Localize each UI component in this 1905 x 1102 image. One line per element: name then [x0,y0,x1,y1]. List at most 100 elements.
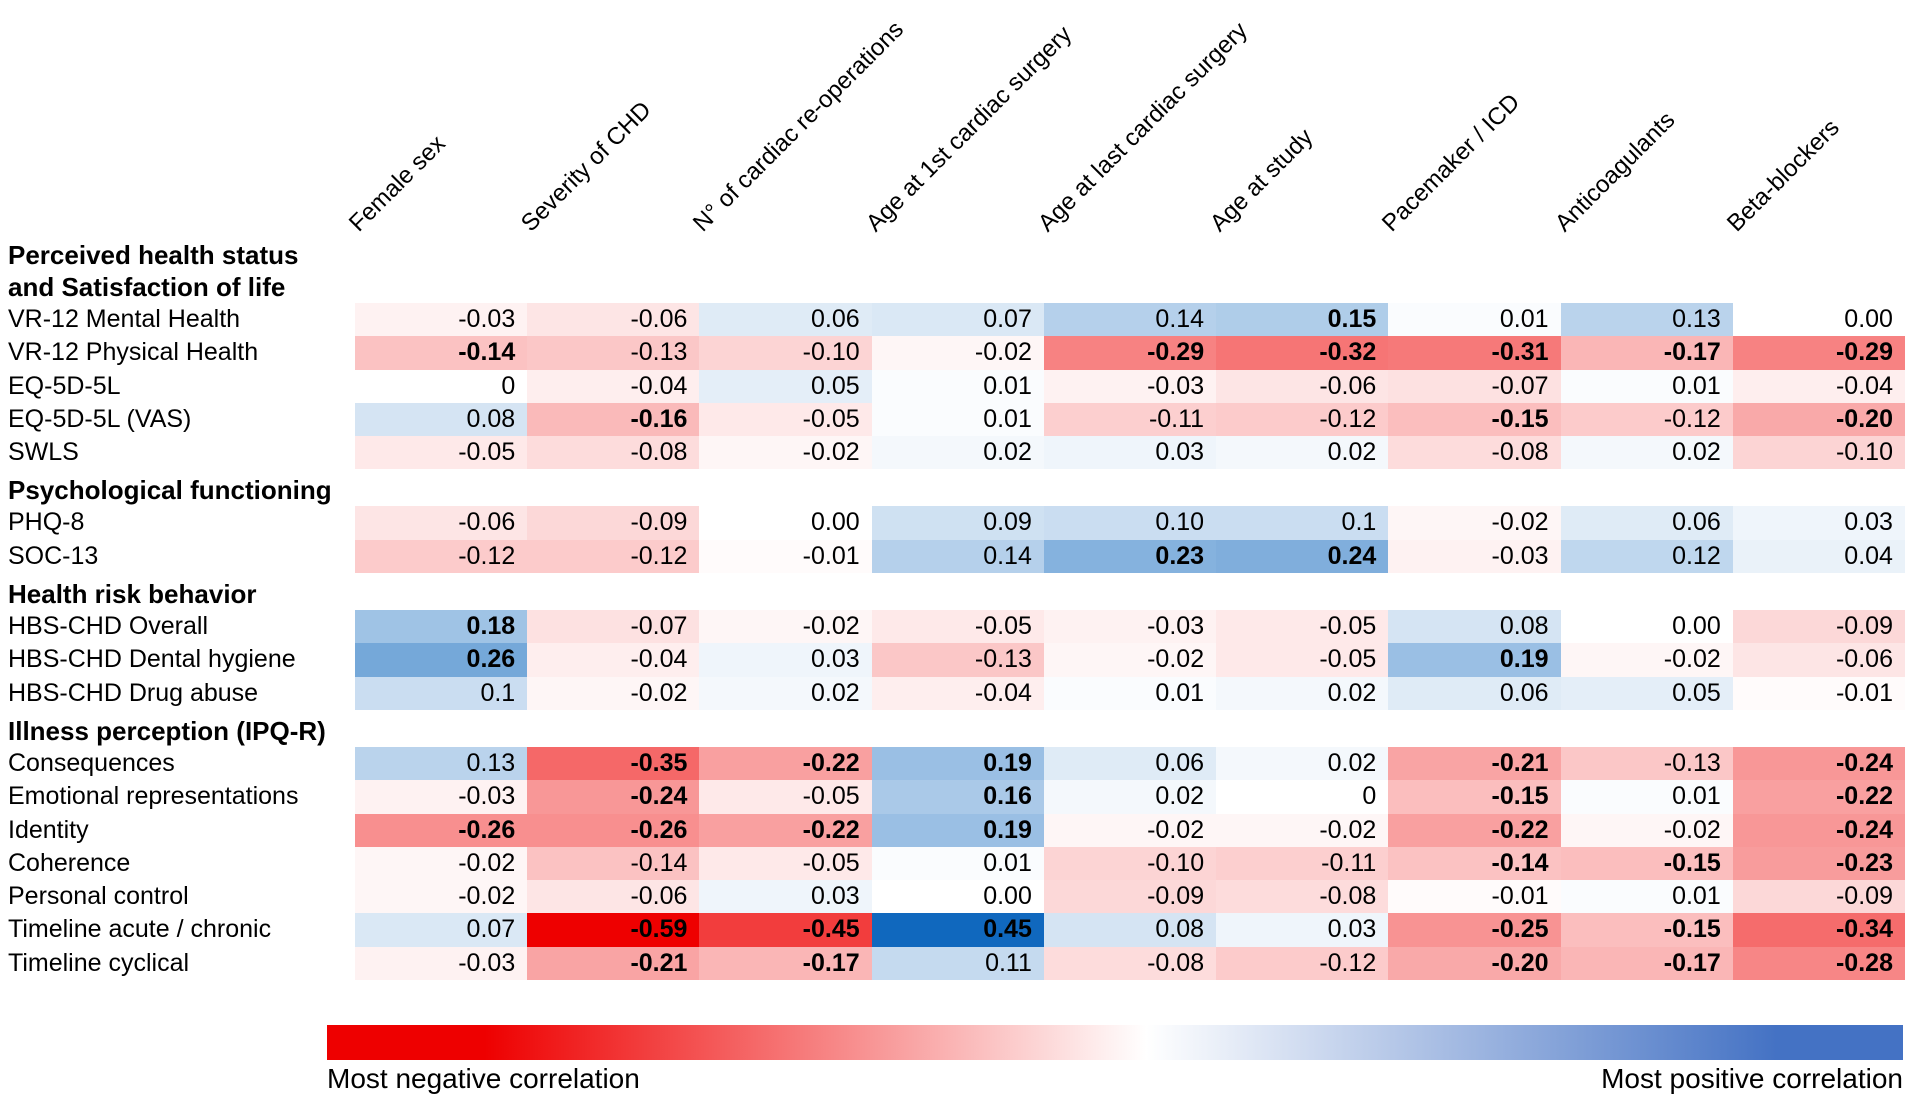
row-label: VR-12 Physical Health [8,338,259,367]
heatmap-cell: 0.02 [1560,436,1733,470]
heatmap-cell: -0.06 [355,506,528,540]
row-cells: 0.1 -0.02 0.02 -0.04 0.01 0.02 0.06 0.05 -0.01 [355,676,1905,710]
heatmap-cell: -0.01 [1388,880,1561,914]
heatmap-cell: -0.02 [1043,813,1217,847]
heatmap-cell: -0.12 [527,539,700,574]
column-header: Beta-blockers [1721,114,1845,237]
heatmap-cell: -0.02 [527,676,700,710]
heatmap-cell: 0 [355,369,528,403]
heatmap-cell: -0.24 [1732,813,1905,847]
heatmap-cell: 0.00 [1732,303,1905,337]
row-cells: -0.12 -0.12 -0.01 0.14 0.23 0.24 -0.03 0.12 0.04 [355,539,1905,574]
heatmap-row: EQ-5D-5L 0 -0.04 0.05 0.01 -0.03 -0.06 -0.07 0.0… [0,369,1905,403]
row-cells: -0.02 -0.06 0.03 0.00 -0.09 -0.08 -0.01 0.01 -0.… [355,880,1905,914]
row-cells: -0.06 -0.09 0.00 0.09 0.10 0.1 -0.02 0.06 0.03 [355,506,1905,540]
heatmap-cell: -0.22 [699,746,872,781]
column-header: Severity of CHD [516,96,657,238]
heatmap-cell: 0.1 [355,676,528,710]
heatmap-cell: 0.04 [1732,539,1905,574]
heatmap-row: Timeline cyclical -0.03 -0.21 -0.17 0.11 -0.0… [0,946,1905,981]
row-label: Timeline acute / chronic [8,915,272,944]
group-header: Health risk behavior [0,573,1905,610]
heatmap-cell: -0.17 [699,946,872,981]
heatmap-cell: -0.03 [355,303,528,337]
heatmap-cell: 0.15 [1216,303,1389,337]
heatmap-row: VR-12 Physical Health -0.14 -0.13 -0.10 -0.0… [0,336,1905,370]
heatmap-cell: 0.08 [355,402,528,437]
heatmap-cell: -0.05 [699,402,872,437]
row-cells: -0.26 -0.26 -0.22 0.19 -0.02 -0.02 -0.22 -0.02-… [355,813,1905,847]
heatmap-cell: -0.08 [1216,880,1389,914]
heatmap-cell: 0.07 [355,913,528,947]
heatmap-cell: 0.00 [871,880,1044,914]
heatmap-cell: 0.01 [1388,303,1561,337]
row-cells: -0.03 -0.21 -0.17 0.11 -0.08 -0.12 -0.20 -0.17-… [355,946,1905,981]
heatmap-cell: -0.26 [527,813,700,847]
heatmap-cell: -0.22 [1388,813,1561,847]
heatmap-cell: -0.17 [1560,336,1733,370]
heatmap-cell: -0.10 [1732,436,1905,470]
row-cells: -0.05 -0.08 -0.02 0.02 0.03 0.02 -0.08 0.02 -0.1… [355,436,1905,470]
heatmap-cell: 0.45 [871,913,1044,947]
heatmap-cell: 0.06 [699,303,872,337]
heatmap-cell: -0.02 [355,846,528,881]
heatmap-cell: -0.02 [1043,643,1217,677]
heatmap-cell: -0.04 [527,643,700,677]
heatmap-cell: -0.14 [1388,846,1561,881]
heatmap-cell: -0.08 [1043,946,1217,981]
heatmap-row: Coherence -0.02 -0.14 -0.05 0.01 -0.10 -0.11 -0… [0,846,1905,881]
heatmap-cell: -0.06 [527,303,700,337]
group-header-label: Psychological functioning [8,475,332,506]
heatmap-cell: -0.24 [1732,746,1905,781]
heatmap-cell: 0.02 [699,676,872,710]
row-cells: 0.26 -0.04 0.03 -0.13 -0.02 -0.05 0.19 -0.02 -0.… [355,643,1905,677]
heatmap-cell: 0.13 [1560,303,1733,337]
row-label: SWLS [8,438,79,467]
row-label: SOC-13 [8,541,99,570]
heatmap-cell: -0.02 [871,336,1044,370]
heatmap-cell: 0.00 [699,506,872,540]
heatmap-cell: -0.04 [871,676,1044,710]
legend-labels: Most negative correlation Most positive … [327,1060,1903,1100]
heatmap-cell: -0.31 [1388,336,1561,370]
column-headers: Female sex Severity of CHD N° of cardiac r… [0,0,1905,240]
heatmap-cell: -0.20 [1732,402,1905,437]
row-cells: -0.03 -0.06 0.06 0.07 0.14 0.15 0.01 0.13 0.00 [355,303,1905,337]
heatmap-cell: -0.02 [1560,813,1733,847]
heatmap-cell: -0.05 [699,846,872,881]
heatmap-cell: 0.00 [1560,610,1733,644]
heatmap-row: HBS-CHD Drug abuse 0.1 -0.02 0.02 -0.04 0.01 0… [0,676,1905,710]
group-header: Perceived health status and Satisfaction … [0,240,1905,303]
row-label: HBS-CHD Drug abuse [8,678,259,707]
heatmap-cell: -0.24 [527,780,700,814]
row-label: PHQ-8 [8,508,85,537]
heatmap-cell: -0.26 [355,813,528,847]
heatmap-cell: -0.12 [1560,402,1733,437]
heatmap-cell: 0.06 [1388,676,1561,710]
heatmap-row: SWLS -0.05 -0.08 -0.02 0.02 0.03 0.02 -0.08 0.02… [0,436,1905,470]
heatmap-cell: 0.19 [1388,643,1561,677]
heatmap-row: Identity -0.26 -0.26 -0.22 0.19 -0.02 -0.02 -0.… [0,813,1905,847]
heatmap-cell: -0.10 [1043,846,1217,881]
heatmap-cell: -0.59 [527,913,700,947]
heatmap-cell: -0.23 [1732,846,1905,881]
heatmap-cell: 0.24 [1216,539,1389,574]
heatmap-cell: -0.13 [1560,746,1733,781]
heatmap-cell: -0.02 [1216,813,1389,847]
row-cells: 0.18 -0.07 -0.02 -0.05 -0.03 -0.05 0.08 0.00 -0.… [355,610,1905,644]
heatmap-cell: 0.07 [871,303,1044,337]
heatmap-cell: -0.02 [355,880,528,914]
heatmap-row: VR-12 Mental Health -0.03 -0.06 0.06 0.07 0.1… [0,303,1905,337]
heatmap-cell: -0.08 [1388,436,1561,470]
row-label: EQ-5D-5L [8,371,121,400]
row-label: Coherence [8,848,131,877]
heatmap-cell: -0.05 [1216,643,1389,677]
row-label: Timeline cyclical [8,948,190,977]
heatmap-cell: -0.29 [1732,336,1905,370]
heatmap-cell: -0.17 [1560,946,1733,981]
heatmap-cell: 0.12 [1560,539,1733,574]
heatmap-cell: 0.16 [871,780,1044,814]
heatmap-cell: 0.18 [355,610,528,644]
heatmap-cell: -0.21 [1388,746,1561,781]
row-label: VR-12 Mental Health [8,305,241,333]
